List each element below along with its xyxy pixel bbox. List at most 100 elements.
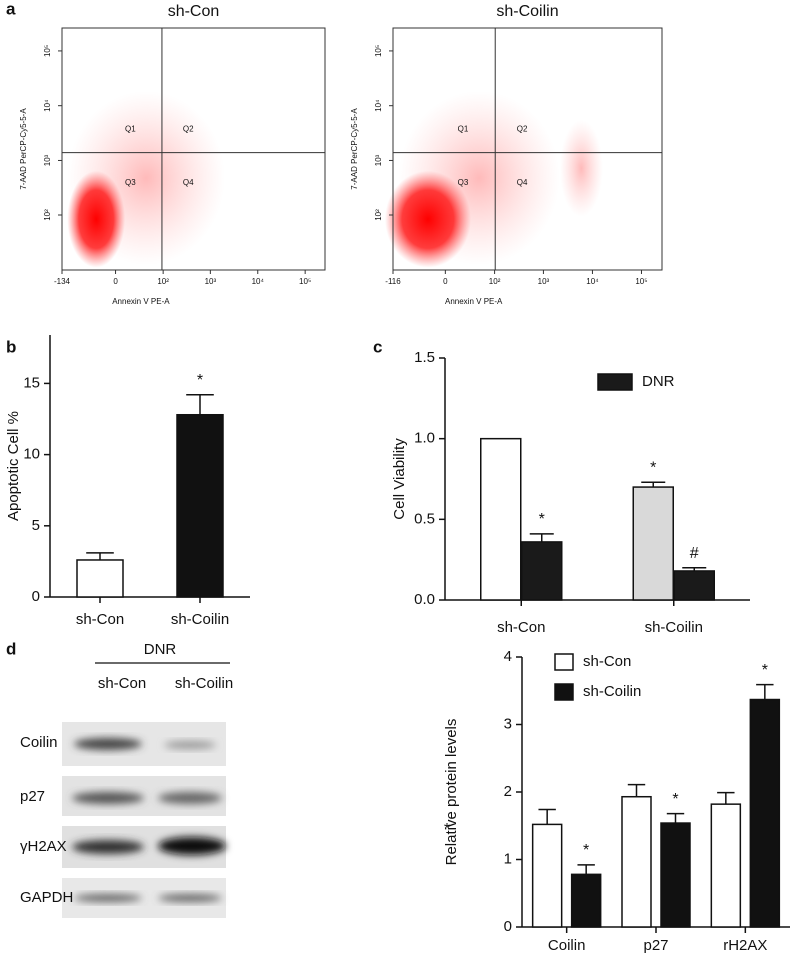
significance-mark: * [650, 459, 656, 476]
blot-band [72, 792, 144, 804]
bar [531, 823, 563, 928]
significance-mark: * [539, 511, 545, 528]
blot-band [158, 837, 226, 855]
chart-title: sh-Con [168, 3, 220, 20]
y-tick-label: 1.5 [414, 349, 435, 366]
x-tick-label: 10⁵ [635, 277, 647, 286]
quadrant-label: Q4 [517, 178, 528, 187]
blot-treatment: DNR [144, 641, 177, 658]
y-tick-label: 1.0 [414, 430, 435, 447]
x-tick-label: 10² [489, 277, 501, 286]
x-tick-label: Coilin [548, 937, 586, 954]
y-tick-label: 10³ [43, 154, 52, 166]
lane-label: sh-Coilin [175, 675, 233, 692]
x-axis-label: Annexin V PE-A [112, 297, 170, 306]
x-tick-label: 0 [113, 277, 118, 286]
y-tick-label: 0.0 [414, 591, 435, 608]
significance-mark: * [444, 821, 450, 838]
bar [710, 803, 742, 928]
significance-mark: * [197, 372, 203, 389]
population-cloud [67, 170, 126, 268]
y-tick-label: 10 [23, 446, 40, 463]
x-tick-label: sh-Coilin [645, 619, 703, 636]
bar [660, 822, 691, 928]
quadrant-label: Q2 [517, 125, 528, 134]
x-tick-label: 10⁴ [586, 277, 599, 286]
x-tick-label: -116 [385, 277, 401, 286]
significance-mark: * [583, 842, 589, 859]
western-blot: DNR sh-Con sh-Coilin Coilin p27 γH2AX GA… [20, 641, 233, 918]
quadrant-label: Q3 [458, 178, 469, 187]
y-tick-label: 10⁴ [43, 99, 52, 112]
x-tick-label: 10³ [205, 277, 217, 286]
y-tick-label: 10² [374, 209, 383, 221]
legend-swatch [554, 653, 574, 671]
panel-label: a [6, 0, 16, 18]
y-axis-label: 7-AAD PerCP-Cy5-5-A [19, 108, 28, 190]
legend-swatch [597, 373, 633, 391]
population-cloud [559, 119, 603, 217]
y-tick-label: 10⁵ [374, 45, 383, 57]
y-tick-label: 0.5 [414, 510, 435, 527]
significance-mark: * [672, 791, 678, 808]
bar [749, 698, 781, 928]
panel-label: c [373, 337, 382, 356]
blot-band [74, 738, 142, 750]
significance-mark: * [762, 662, 768, 679]
chart-title: sh-Coilin [496, 3, 558, 20]
protein-label: p27 [20, 788, 45, 805]
y-tick-label: 5 [32, 517, 40, 534]
y-tick-label: 0 [504, 918, 512, 935]
y-tick-label: 10³ [374, 154, 383, 166]
quadrant-label: Q3 [125, 178, 136, 187]
protein-label: GAPDH [20, 889, 73, 906]
quadrant-label: Q2 [183, 125, 194, 134]
y-axis-label: Relative protein levels [443, 719, 460, 866]
blot-band [164, 741, 216, 749]
x-tick-label: p27 [643, 937, 668, 954]
blot-band [74, 894, 142, 902]
blot-band [158, 792, 222, 804]
x-tick-label: 0 [443, 277, 448, 286]
y-tick-label: 10⁵ [43, 45, 52, 57]
population-cloud [384, 170, 472, 268]
legend-swatch [554, 683, 574, 701]
bar [176, 413, 224, 598]
protein-label: γH2AX [20, 838, 67, 855]
panel-label: d [6, 639, 16, 658]
y-tick-label: 3 [504, 715, 512, 732]
x-axis-label: Annexin V PE-A [445, 297, 503, 306]
plot-frame [392, 27, 663, 271]
y-axis-label: Apoptotic Cell % [5, 411, 22, 521]
significance-mark: # [690, 545, 699, 562]
plot-frame [61, 27, 326, 271]
y-tick-label: 0 [32, 588, 40, 605]
protein-label: Coilin [20, 734, 58, 751]
legend-label: DNR [642, 373, 675, 390]
x-tick-label: 10⁵ [299, 277, 311, 286]
y-tick-label: 15 [23, 374, 40, 391]
bar [76, 559, 124, 598]
legend-label: sh-Coilin [583, 683, 641, 700]
lane-label: sh-Con [98, 675, 146, 692]
y-tick-label: 10⁴ [374, 99, 383, 112]
legend-label: sh-Con [583, 653, 631, 670]
x-tick-label: 10⁴ [252, 277, 265, 286]
y-tick-label: 4 [504, 648, 512, 665]
y-tick-label: 10² [43, 209, 52, 221]
bar [480, 437, 522, 601]
blot-band [158, 894, 222, 902]
x-tick-label: sh-Con [76, 611, 124, 628]
x-tick-label: sh-Con [497, 619, 545, 636]
y-tick-label: 2 [504, 783, 512, 800]
x-tick-label: rH2AX [723, 937, 767, 954]
x-tick-label: -134 [54, 277, 71, 286]
blot-band [72, 840, 144, 854]
bar [673, 570, 715, 601]
x-tick-label: 10³ [538, 277, 550, 286]
quadrant-label: Q4 [183, 178, 194, 187]
y-tick-label: 1 [504, 850, 512, 867]
y-axis-label: Cell Viability [391, 438, 408, 520]
